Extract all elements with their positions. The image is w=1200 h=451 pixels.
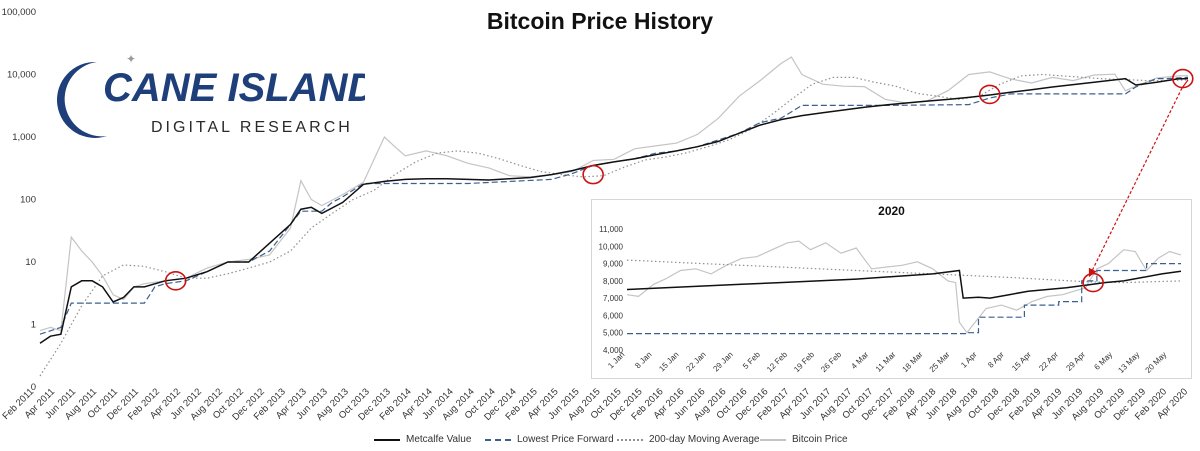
inset-y-tick-label: 4,000 <box>603 346 624 355</box>
inset-x-tick-label: 11 Mar <box>874 350 898 374</box>
inset-x-tick-label: 19 Feb <box>792 350 816 374</box>
y-tick-label: 100 <box>20 195 36 206</box>
inset-x-tick-label: 22 Jan <box>684 350 707 373</box>
legend-label: Lowest Price Forward <box>517 434 614 445</box>
legend-swatch <box>374 439 400 441</box>
y-tick-label: 10,000 <box>7 70 36 81</box>
inset-y-tick-label: 9,000 <box>603 260 624 269</box>
inset-x-tick-label: 1 Apr <box>959 350 979 370</box>
logo-wordmark: CANE ISLAND <box>103 66 365 110</box>
inset-x-tick-label: 29 Jan <box>711 350 734 373</box>
inset-x-axis: 1 Jan 8 Jan 15 Jan 22 Jan 29 Jan 5 Feb 12 Feb 1… <box>606 350 1168 375</box>
inset-series <box>626 240 1182 335</box>
highlight-circle <box>582 164 604 185</box>
legend-swatch <box>617 439 643 441</box>
inset-y-tick-label: 5,000 <box>603 329 624 338</box>
y-tick-label: 0 <box>31 382 36 393</box>
inset-x-tick-label: 8 Apr <box>986 350 1006 370</box>
inset-x-tick-label: 5 Feb <box>741 350 762 371</box>
inset-y-tick-label: 11,000 <box>599 225 623 234</box>
inset-x-tick-label: 25 Mar <box>928 350 952 374</box>
inset-x-tick-label: 12 Feb <box>765 350 789 374</box>
inset-y-tick-label: 8,000 <box>603 277 624 286</box>
inset-y-axis: 11,000 10,000 9,000 8,000 7,000 6,000 5,000 4,0… <box>599 225 624 355</box>
logo-graphic: ✦ CANE ISLAND DIGITAL RESEARCH <box>56 52 376 138</box>
inset-series-bitcoin-price <box>626 240 1182 334</box>
logo-crescent-icon <box>56 61 107 138</box>
highlight-circle <box>978 84 1001 105</box>
series-200-day-moving-average <box>39 73 1189 377</box>
inset-x-tick-label: 8 Jan <box>633 350 653 370</box>
series-lowest-price-forward <box>39 76 1189 335</box>
main-highlights <box>164 68 1194 291</box>
highlight-circle <box>164 271 187 291</box>
inset-x-tick-label: 6 May <box>1092 350 1114 372</box>
chart-title: Bitcoin Price History <box>486 8 714 34</box>
main-series <box>39 56 1189 377</box>
inset-x-tick-label: 29 Apr <box>1064 350 1087 373</box>
inset-title: 2020 <box>878 204 905 218</box>
legend-swatch <box>485 439 511 441</box>
legend-label: 200-day Moving Average <box>649 434 760 445</box>
inset-chart: 11,000 10,000 9,000 8,000 7,000 6,000 5,000 4,0… <box>599 225 1182 375</box>
y-tick-label: 10 <box>25 257 36 268</box>
legend-swatch <box>760 439 786 441</box>
y-tick-label: 100,000 <box>2 7 36 18</box>
logo-star-icon: ✦ <box>126 54 136 66</box>
inset-series-lowest-price-forward <box>627 263 1181 335</box>
inset-y-tick-label: 7,000 <box>603 294 624 303</box>
y-tick-label: 1 <box>31 320 36 331</box>
y-tick-label: 1,000 <box>12 132 36 143</box>
inset-x-tick-label: 20 May <box>1143 350 1168 375</box>
inset-x-tick-label: 13 May <box>1116 350 1141 375</box>
series-metcalfe-value <box>39 77 1189 344</box>
inset-y-tick-label: 10,000 <box>599 242 624 251</box>
inset-y-tick-label: 6,000 <box>603 311 624 320</box>
inset-x-tick-label: 26 Feb <box>819 350 843 374</box>
inset-x-tick-label: 22 Apr <box>1037 350 1060 373</box>
legend-label: Bitcoin Price <box>792 434 848 445</box>
inset-x-tick-label: 15 Apr <box>1010 350 1033 373</box>
inset-x-tick-label: 4 Mar <box>849 350 870 371</box>
logo-subtitle: DIGITAL RESEARCH <box>151 119 353 136</box>
inset-x-tick-label: 18 Mar <box>901 350 925 374</box>
cane-island-logo: ✦ CANE ISLAND DIGITAL RESEARCH <box>45 52 376 144</box>
legend-label: Metcalfe Value <box>406 434 472 445</box>
inset-x-tick-label: 15 Jan <box>657 350 680 373</box>
inset-series-metcalfe-value <box>626 269 1182 299</box>
inset-series-200-day-moving-average <box>626 259 1182 284</box>
legend: Metcalfe Value Lowest Price Forward 200-da… <box>0 432 1200 448</box>
